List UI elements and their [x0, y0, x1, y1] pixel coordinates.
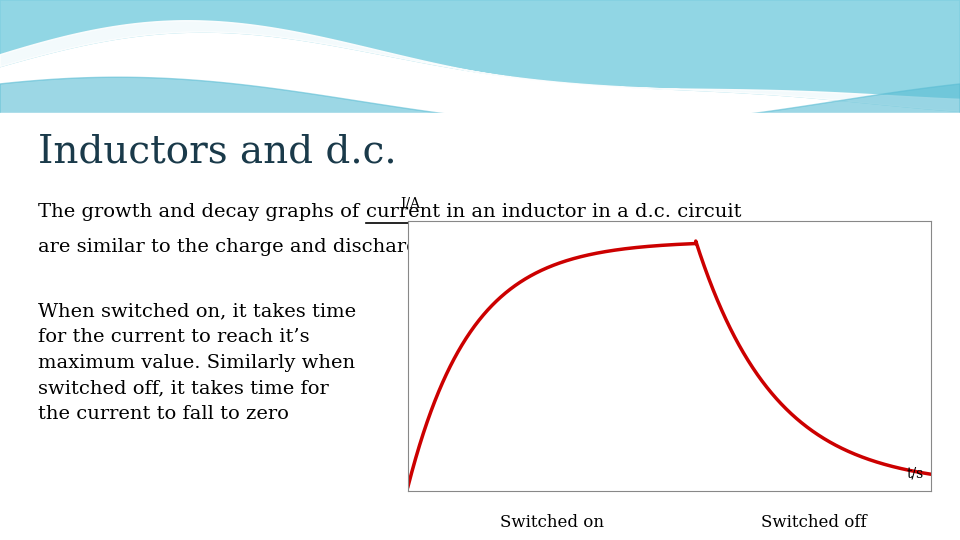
Text: When switched on, it takes time
for the current to reach it’s
maximum value. Sim: When switched on, it takes time for the …	[38, 302, 356, 423]
Text: in an inductor in a d.c. circuit: in an inductor in a d.c. circuit	[440, 203, 741, 221]
Text: t/s: t/s	[906, 467, 924, 481]
Text: Switched off: Switched off	[760, 514, 866, 531]
Text: current: current	[366, 203, 440, 221]
Text: I/A: I/A	[400, 197, 420, 211]
Text: Switched on: Switched on	[500, 514, 604, 531]
Text: Inductors and d.c.: Inductors and d.c.	[38, 134, 397, 171]
Text: are similar to the charge and discharge graphs of voltage for a capacitor.: are similar to the charge and discharge …	[38, 239, 765, 256]
Text: The growth and decay graphs of: The growth and decay graphs of	[38, 203, 366, 221]
